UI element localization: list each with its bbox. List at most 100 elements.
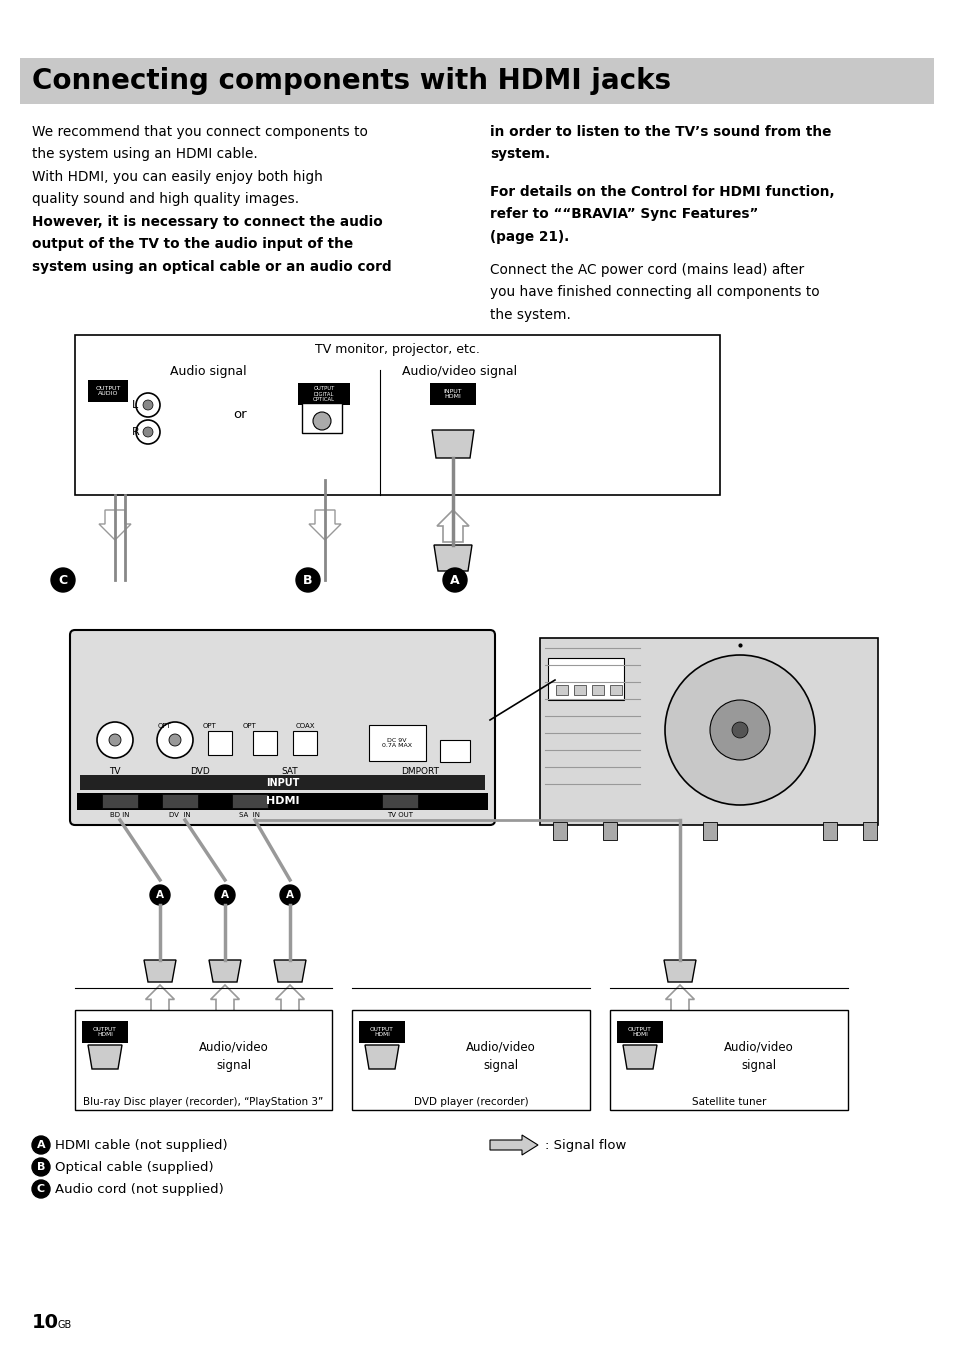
Text: TV monitor, projector, etc.: TV monitor, projector, etc. bbox=[314, 343, 479, 357]
FancyBboxPatch shape bbox=[75, 335, 720, 495]
FancyBboxPatch shape bbox=[77, 794, 488, 810]
FancyBboxPatch shape bbox=[430, 383, 476, 406]
Text: : Signal flow: : Signal flow bbox=[544, 1138, 626, 1152]
Text: A: A bbox=[286, 890, 294, 900]
Polygon shape bbox=[436, 510, 469, 542]
Polygon shape bbox=[209, 960, 241, 982]
FancyBboxPatch shape bbox=[162, 794, 198, 808]
Circle shape bbox=[97, 722, 132, 758]
Circle shape bbox=[442, 568, 467, 592]
Text: INPUT: INPUT bbox=[266, 777, 299, 787]
FancyBboxPatch shape bbox=[88, 380, 128, 402]
Text: For details on the Control for HDMI function,
refer to ““BRAVIA” Sync Features”
: For details on the Control for HDMI func… bbox=[490, 185, 834, 243]
Text: L: L bbox=[132, 400, 138, 410]
Circle shape bbox=[109, 734, 121, 746]
Text: However, it is necessary to connect the audio
output of the TV to the audio inpu: However, it is necessary to connect the … bbox=[32, 215, 392, 273]
Polygon shape bbox=[365, 1045, 398, 1069]
FancyBboxPatch shape bbox=[609, 685, 621, 695]
Circle shape bbox=[157, 722, 193, 758]
FancyBboxPatch shape bbox=[547, 658, 623, 700]
Text: Audio cord (not supplied): Audio cord (not supplied) bbox=[55, 1183, 224, 1195]
Circle shape bbox=[169, 734, 181, 746]
Text: Connect the AC power cord (mains lead) after
you have finished connecting all co: Connect the AC power cord (mains lead) a… bbox=[490, 264, 819, 322]
Text: OUTPUT
AUDIO: OUTPUT AUDIO bbox=[95, 385, 121, 396]
Text: C: C bbox=[37, 1184, 45, 1194]
Polygon shape bbox=[432, 430, 474, 458]
Text: DVD: DVD bbox=[190, 768, 210, 776]
FancyBboxPatch shape bbox=[102, 794, 138, 808]
FancyBboxPatch shape bbox=[293, 731, 316, 754]
Text: A: A bbox=[221, 890, 229, 900]
FancyBboxPatch shape bbox=[862, 822, 876, 840]
Text: DV  IN: DV IN bbox=[169, 813, 191, 818]
Circle shape bbox=[143, 400, 152, 410]
Polygon shape bbox=[663, 960, 696, 982]
Text: DC 9V
0.7A MAX: DC 9V 0.7A MAX bbox=[381, 738, 412, 749]
FancyBboxPatch shape bbox=[352, 1010, 589, 1110]
Text: SAT: SAT bbox=[281, 768, 298, 776]
Circle shape bbox=[51, 568, 75, 592]
Text: OPT: OPT bbox=[203, 723, 216, 729]
FancyBboxPatch shape bbox=[702, 822, 717, 840]
Polygon shape bbox=[622, 1045, 657, 1069]
Text: OPT: OPT bbox=[158, 723, 172, 729]
Text: A: A bbox=[36, 1140, 45, 1151]
Text: HDMI: HDMI bbox=[266, 796, 299, 807]
Circle shape bbox=[280, 886, 299, 904]
Text: OUTPUT
HDMI: OUTPUT HDMI bbox=[370, 1026, 394, 1037]
Circle shape bbox=[664, 654, 814, 804]
Circle shape bbox=[136, 393, 160, 416]
Polygon shape bbox=[146, 986, 174, 1014]
Text: Connecting components with HDMI jacks: Connecting components with HDMI jacks bbox=[32, 68, 670, 95]
Text: R: R bbox=[132, 427, 139, 437]
Text: 10: 10 bbox=[32, 1313, 59, 1332]
Text: TV OUT: TV OUT bbox=[387, 813, 413, 818]
Text: in order to listen to the TV’s sound from the
system.: in order to listen to the TV’s sound fro… bbox=[490, 124, 830, 161]
Text: OUTPUT
HDMI: OUTPUT HDMI bbox=[93, 1026, 117, 1037]
Circle shape bbox=[32, 1159, 50, 1176]
FancyBboxPatch shape bbox=[439, 740, 470, 763]
Circle shape bbox=[136, 420, 160, 443]
FancyBboxPatch shape bbox=[539, 638, 877, 825]
Text: DVD player (recorder): DVD player (recorder) bbox=[414, 1096, 528, 1107]
Polygon shape bbox=[144, 960, 175, 982]
Polygon shape bbox=[99, 510, 131, 539]
Circle shape bbox=[143, 427, 152, 437]
Polygon shape bbox=[665, 986, 694, 1014]
FancyBboxPatch shape bbox=[553, 822, 566, 840]
FancyBboxPatch shape bbox=[302, 403, 341, 433]
Polygon shape bbox=[490, 1134, 537, 1155]
FancyBboxPatch shape bbox=[80, 775, 484, 790]
Text: or: or bbox=[233, 408, 247, 422]
Text: OPT: OPT bbox=[243, 723, 256, 729]
Circle shape bbox=[295, 568, 319, 592]
FancyBboxPatch shape bbox=[75, 1010, 332, 1110]
Circle shape bbox=[731, 722, 747, 738]
Text: Blu-ray Disc player (recorder), “PlayStation 3”: Blu-ray Disc player (recorder), “PlaySta… bbox=[83, 1096, 323, 1107]
Polygon shape bbox=[211, 986, 239, 1014]
FancyBboxPatch shape bbox=[556, 685, 567, 695]
FancyBboxPatch shape bbox=[822, 822, 836, 840]
Text: DMPORT: DMPORT bbox=[400, 768, 438, 776]
Text: GB: GB bbox=[58, 1320, 72, 1330]
Circle shape bbox=[214, 886, 234, 904]
Text: Satellite tuner: Satellite tuner bbox=[691, 1096, 765, 1107]
Text: Audio signal: Audio signal bbox=[170, 365, 247, 379]
FancyBboxPatch shape bbox=[574, 685, 585, 695]
Text: Optical cable (supplied): Optical cable (supplied) bbox=[55, 1160, 213, 1174]
Text: Audio/video signal: Audio/video signal bbox=[402, 365, 517, 379]
Text: INPUT
HDMI: INPUT HDMI bbox=[443, 389, 462, 399]
Circle shape bbox=[150, 886, 170, 904]
Text: SA  IN: SA IN bbox=[239, 813, 260, 818]
Text: BD IN: BD IN bbox=[111, 813, 130, 818]
FancyBboxPatch shape bbox=[232, 794, 268, 808]
Circle shape bbox=[32, 1180, 50, 1198]
Circle shape bbox=[32, 1136, 50, 1155]
FancyBboxPatch shape bbox=[297, 383, 350, 406]
Text: A: A bbox=[156, 890, 164, 900]
Text: OUTPUT
DIGITAL
OPTICAL: OUTPUT DIGITAL OPTICAL bbox=[313, 387, 335, 402]
Text: HDMI cable (not supplied): HDMI cable (not supplied) bbox=[55, 1138, 228, 1152]
FancyBboxPatch shape bbox=[381, 794, 417, 808]
Text: Audio/video
signal: Audio/video signal bbox=[723, 1040, 793, 1072]
FancyBboxPatch shape bbox=[82, 1021, 128, 1042]
